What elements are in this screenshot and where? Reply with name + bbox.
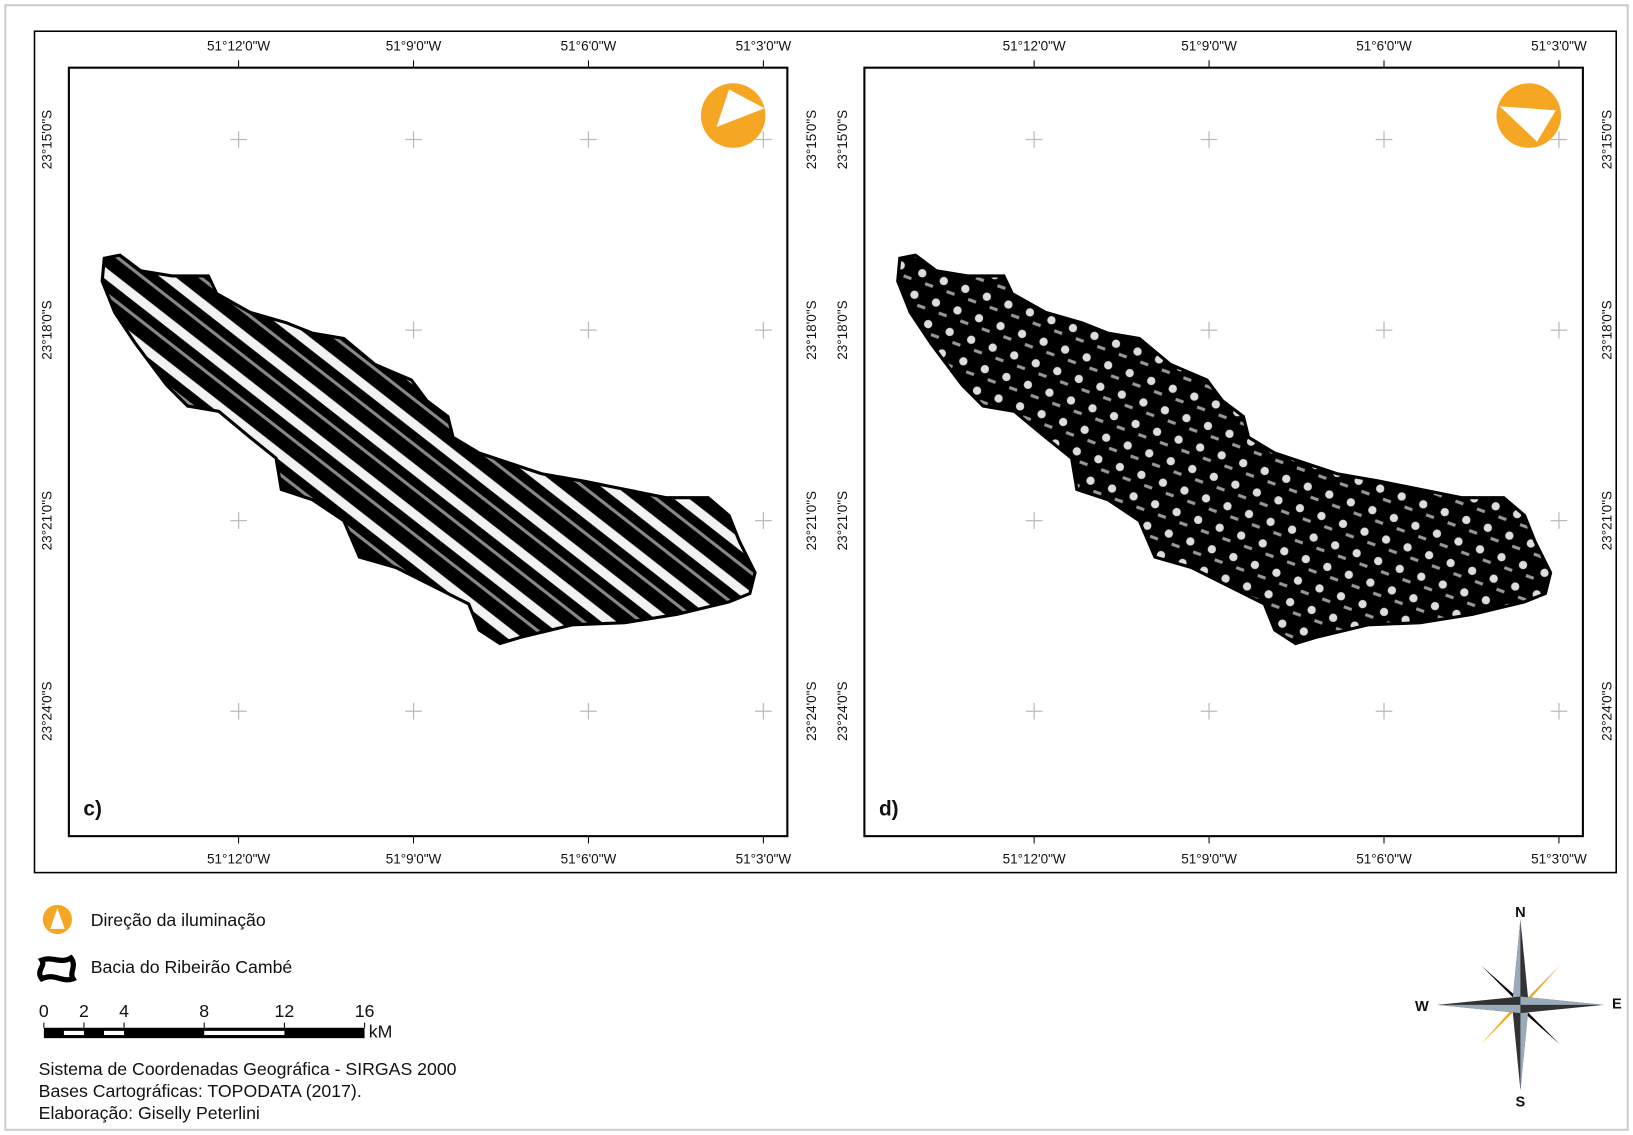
latitude-label: 23°24'0"S bbox=[835, 682, 850, 741]
longitude-label: 51°6'0"W bbox=[1356, 38, 1412, 53]
longitude-label: 51°6'0"W bbox=[1356, 852, 1412, 867]
compass-label: S bbox=[1516, 1095, 1526, 1111]
latitude-label: 23°18'0"S bbox=[835, 300, 850, 359]
map-panel: 51°12'0"W 51°12'0"W 51°9'0"W 51°9'0"W 51°6'0… bbox=[40, 38, 819, 866]
longitude-label: 51°9'0"W bbox=[1181, 38, 1237, 53]
longitude-label: 51°3'0"W bbox=[1531, 852, 1587, 867]
legend-label: Bacia do Ribeirão Cambé bbox=[91, 957, 293, 977]
longitude-label: 51°12'0"W bbox=[207, 38, 270, 53]
longitude-label: 51°12'0"W bbox=[1003, 38, 1066, 53]
latitude-label: 23°18'0"S bbox=[804, 300, 819, 359]
longitude-label: 51°3'0"W bbox=[1531, 38, 1587, 53]
map-panel: 51°12'0"W 51°12'0"W 51°9'0"W 51°9'0"W 51°6'0… bbox=[835, 38, 1614, 866]
scale-label: 16 bbox=[355, 1001, 375, 1021]
latitude-label: 23°18'0"S bbox=[40, 300, 55, 359]
latitude-label: 23°15'0"S bbox=[40, 110, 55, 169]
scale-segment bbox=[204, 1031, 284, 1035]
compass-label: W bbox=[1415, 999, 1429, 1015]
latitude-label: 23°21'0"S bbox=[835, 491, 850, 550]
latitude-label: 23°24'0"S bbox=[804, 682, 819, 741]
latitude-label: 23°15'0"S bbox=[1599, 110, 1614, 169]
longitude-label: 51°3'0"W bbox=[736, 38, 792, 53]
panel-label: d) bbox=[879, 798, 899, 821]
longitude-label: 51°12'0"W bbox=[1003, 852, 1066, 867]
legend-label: Direção da iluminação bbox=[91, 910, 266, 930]
compass-label: E bbox=[1612, 997, 1622, 1013]
latitude-label: 23°24'0"S bbox=[40, 682, 55, 741]
scale-label: 8 bbox=[199, 1001, 209, 1021]
scale-segment bbox=[104, 1031, 124, 1035]
longitude-label: 51°9'0"W bbox=[1181, 852, 1237, 867]
credit: Elaboração: Giselly Peterlini bbox=[39, 1103, 260, 1123]
latitude-label: 23°21'0"S bbox=[804, 491, 819, 550]
latitude-label: 23°15'0"S bbox=[835, 110, 850, 169]
scale-unit: kM bbox=[369, 1022, 393, 1042]
scale-label: 4 bbox=[119, 1001, 129, 1021]
credit: Bases Cartográficas: TOPODATA (2017). bbox=[39, 1081, 362, 1101]
longitude-label: 51°6'0"W bbox=[561, 852, 617, 867]
compass-label: N bbox=[1515, 905, 1526, 921]
scale-label: 2 bbox=[79, 1001, 89, 1021]
latitude-label: 23°24'0"S bbox=[1599, 682, 1614, 741]
latitude-label: 23°21'0"S bbox=[40, 491, 55, 550]
scale-label: 12 bbox=[275, 1001, 295, 1021]
scale-segment bbox=[64, 1031, 84, 1035]
longitude-label: 51°3'0"W bbox=[736, 852, 792, 867]
longitude-label: 51°9'0"W bbox=[386, 852, 442, 867]
latitude-label: 23°21'0"S bbox=[1599, 491, 1614, 550]
latitude-label: 23°18'0"S bbox=[1599, 300, 1614, 359]
panel-label: c) bbox=[83, 798, 102, 821]
longitude-label: 51°6'0"W bbox=[561, 38, 617, 53]
longitude-label: 51°12'0"W bbox=[207, 852, 270, 867]
latitude-label: 23°15'0"S bbox=[804, 110, 819, 169]
credit: Sistema de Coordenadas Geográfica - SIRG… bbox=[39, 1059, 457, 1079]
longitude-label: 51°9'0"W bbox=[386, 38, 442, 53]
figure: 51°12'0"W 51°12'0"W 51°9'0"W 51°9'0"W 51°6'0… bbox=[0, 0, 1633, 1135]
scale-label: 0 bbox=[39, 1001, 49, 1021]
